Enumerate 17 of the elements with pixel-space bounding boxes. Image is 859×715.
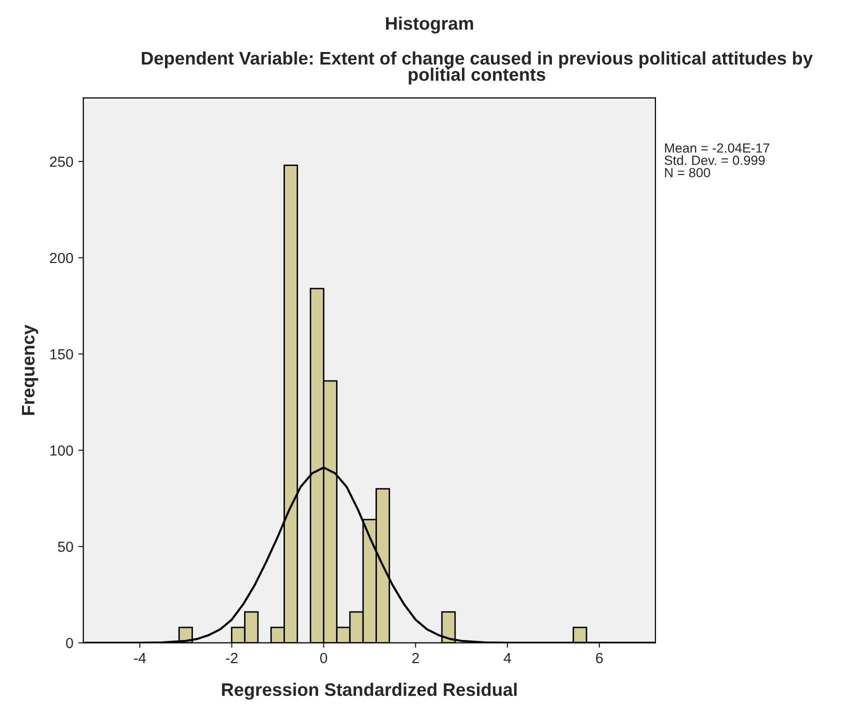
text: Mean = -2.04E-17 Std. Dev. = 0.999 N = 800	[664, 143, 770, 178]
y-axis-title: Frequency	[22, 324, 38, 415]
y-tick-label: 0	[66, 638, 74, 648]
x-tick-label: -4	[134, 653, 146, 664]
x-tick-label: 0	[320, 652, 328, 664]
y-tick-label: 100	[50, 445, 74, 456]
x-tick-label: 6	[596, 652, 603, 664]
chart-title: Histogram	[386, 16, 474, 34]
x-tick-label: 4	[504, 653, 512, 664]
y-tick-label: 150	[50, 349, 74, 360]
x-tick-label: -2	[226, 652, 238, 664]
y-tick-label: 50	[58, 542, 74, 552]
y-tick-label: 250	[50, 156, 74, 167]
x-axis-title: Regression Standardized Residual	[222, 682, 517, 700]
y-tick-label: 200	[50, 252, 74, 264]
chart-subtitle: Dependent Variable: Extent of change caused in previous political attitudes by politial contents	[142, 51, 813, 84]
x-tick-label: 2	[412, 652, 419, 664]
